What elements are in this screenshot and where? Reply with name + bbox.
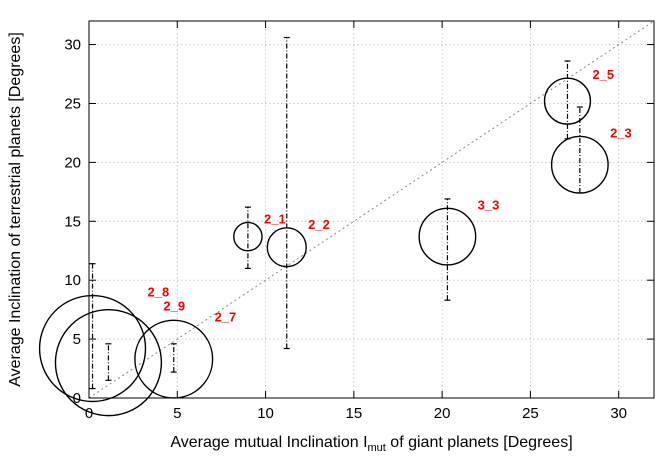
data-point-2_2: 2_2 xyxy=(266,36,330,350)
plot-frame xyxy=(88,20,655,399)
y-tick-label: 5 xyxy=(73,331,81,348)
y-tick-label: 30 xyxy=(64,37,81,54)
data-point-2_9: 2_9 xyxy=(54,299,185,417)
point-label: 3_3 xyxy=(478,197,500,212)
data-points: 2_82_9 2_7 2_1 2_2 3_3 2_5 2_3 xyxy=(38,36,632,417)
y-tick-label: 25 xyxy=(64,95,81,112)
x-axis-title-subscript: mut xyxy=(368,442,386,454)
reference-diagonal-line xyxy=(88,20,655,399)
x-axis-title-rest: of giant planets [Degrees] xyxy=(386,434,573,451)
point-marker xyxy=(233,221,263,252)
point-marker xyxy=(418,207,477,266)
point-label: 2_2 xyxy=(308,217,330,232)
point-marker xyxy=(38,294,147,403)
x-tick-label: 20 xyxy=(434,405,451,422)
point-label: 2_8 xyxy=(148,285,170,300)
y-tick-label: 10 xyxy=(64,272,81,289)
x-tick-label: 0 xyxy=(85,405,93,422)
x-tick-label: 5 xyxy=(173,405,181,422)
point-label: 2_7 xyxy=(215,309,237,324)
point-label: 2_9 xyxy=(163,299,185,314)
x-tick-label: 15 xyxy=(346,405,363,422)
x-axis-title-main: Average mutual Inclination I xyxy=(170,434,367,451)
point-marker xyxy=(54,308,163,417)
point-marker xyxy=(543,77,592,125)
point-label: 2_3 xyxy=(610,125,632,140)
point-label: 2_1 xyxy=(264,211,286,226)
y-tick-label: 20 xyxy=(64,154,81,171)
reference-line xyxy=(88,20,655,399)
data-point-2_8: 2_8 xyxy=(38,263,170,403)
y-tick-label: 15 xyxy=(64,213,81,230)
y-axis-title: Average Inclination of terrestrial plane… xyxy=(7,32,24,387)
point-marker xyxy=(266,227,307,268)
x-tick-label: 10 xyxy=(257,405,274,422)
x-tick-label: 30 xyxy=(610,405,627,422)
data-point-3_3: 3_3 xyxy=(418,197,500,301)
y-tick-label: 0 xyxy=(73,390,81,407)
data-point-2_1: 2_1 xyxy=(233,206,286,270)
x-tick-label: 25 xyxy=(522,405,539,422)
axis-ticks: 0 5 10 15 20 25 30 0 5 10 15 20 25 30 xyxy=(64,21,654,422)
data-point-2_3: 2_3 xyxy=(550,106,632,194)
x-axis-title: Average mutual Inclination Imut of giant… xyxy=(170,434,572,454)
point-label: 2_5 xyxy=(592,67,614,82)
point-marker xyxy=(550,135,609,194)
